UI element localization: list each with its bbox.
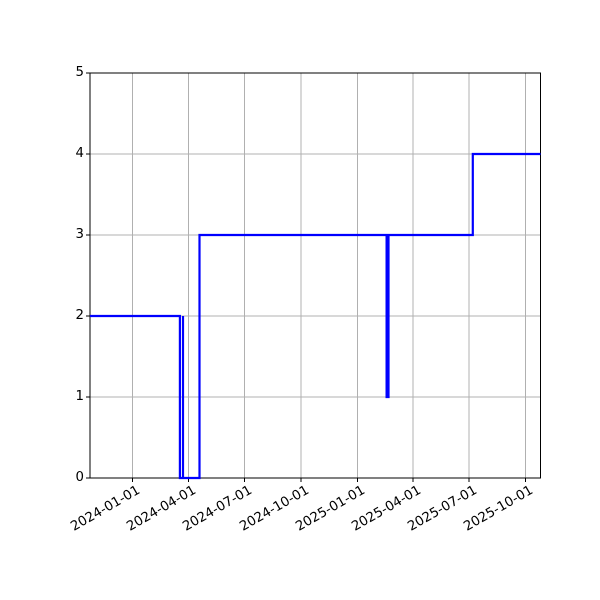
data-line	[90, 152, 541, 480]
y-tick-label: 3	[75, 227, 84, 242]
y-tick-label: 0	[75, 470, 84, 485]
grid-lines	[90, 73, 541, 478]
axes-spines	[89, 72, 541, 479]
axis-ticks	[86, 72, 527, 482]
y-tick-label: 4	[75, 146, 84, 161]
y-tick-label: 1	[75, 389, 84, 404]
y-tick-label: 5	[75, 65, 84, 80]
y-tick-label: 2	[75, 308, 84, 323]
